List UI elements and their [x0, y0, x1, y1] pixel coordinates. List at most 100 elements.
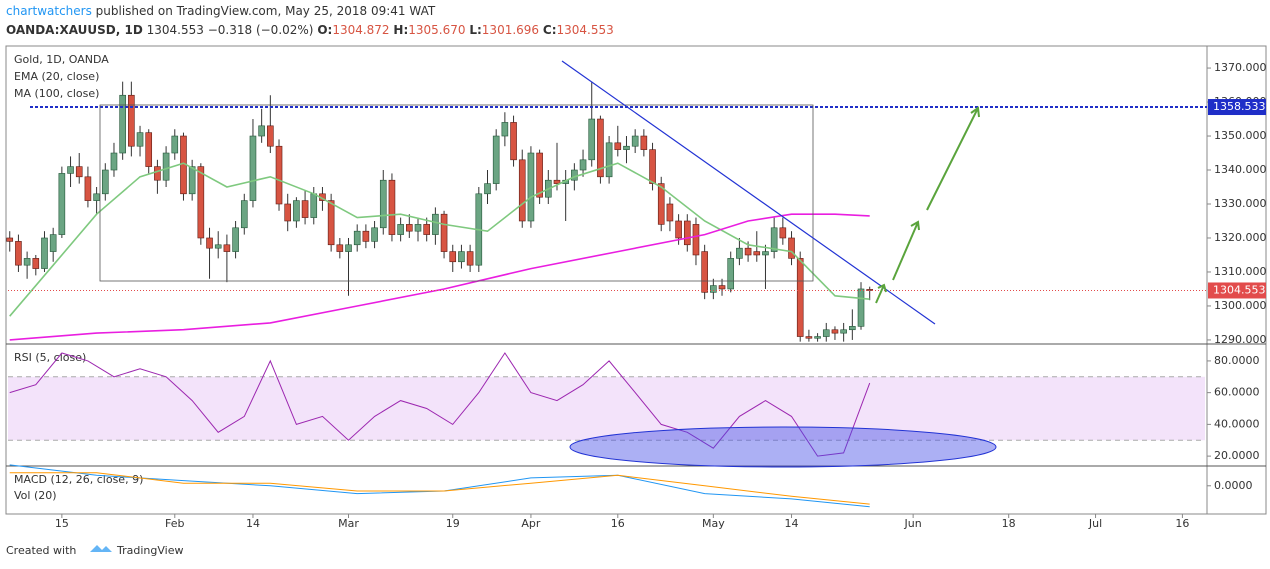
candle-body [692, 224, 700, 256]
c-label: C: [543, 23, 557, 37]
pane: 20.0000 40.0000 60.0000 80.0000 RSI (5, clos… [8, 351, 1260, 462]
candle-body [119, 94, 126, 154]
candle-body [805, 336, 813, 339]
pane: 0.0000 MACD (12, 26, close, 9) Vol (20) [9, 464, 1253, 508]
candle-body [414, 224, 422, 232]
candle-body [214, 244, 222, 249]
candle-body [206, 237, 213, 249]
candle-body [449, 251, 457, 263]
candle-body [840, 329, 847, 334]
legend-entry: EMA (20, close) [14, 70, 99, 83]
price: 1304.553 [147, 23, 204, 37]
y-tick-label: 1340.000 [1214, 163, 1267, 176]
brand-logo [90, 545, 112, 552]
panes: 1290.000 1300.000 1310.000 1320.000 1330.000… [6, 53, 1267, 508]
y-tick-label: 1320.000 [1214, 231, 1267, 244]
candle-body [162, 152, 170, 181]
quote-line: OANDA:XAUUSD, 1D 1304.553 −0.318 (−0.02%… [6, 23, 614, 37]
pane-title: RSI (5, close) [14, 351, 86, 364]
candle-body [822, 329, 830, 337]
author[interactable]: chartwatchers [6, 4, 92, 18]
candle-body [458, 251, 465, 263]
y-tick-label: 1330.000 [1214, 197, 1267, 210]
x-tick-label: May [702, 517, 725, 530]
y-tick-label: 60.0000 [1214, 386, 1260, 399]
published: published on TradingView.com, May 25, 20… [96, 4, 436, 18]
y-tick-label: 0.0000 [1214, 479, 1253, 492]
footer-brand[interactable]: TradingView [116, 544, 183, 557]
candle-body [736, 247, 743, 259]
candle-body [58, 173, 66, 235]
candle-body [345, 244, 352, 252]
candle-body [371, 227, 378, 242]
candle-body [101, 169, 109, 195]
candle-body [710, 285, 717, 293]
candle-body [649, 149, 656, 184]
candle-body [362, 230, 370, 242]
candle-body [762, 251, 769, 256]
candle-body [666, 203, 674, 222]
candle-body [145, 132, 153, 167]
candle-body [605, 142, 613, 178]
candle-body [223, 244, 231, 252]
candle-body [293, 200, 300, 222]
trend-line [561, 60, 936, 325]
x-tick-label: Feb [165, 517, 184, 530]
candle-body [466, 251, 474, 266]
candle-body [301, 200, 309, 218]
candle-body [93, 193, 100, 201]
candle-body [284, 203, 292, 222]
candle-body [788, 237, 795, 259]
candle-body [492, 135, 500, 184]
candle-body [770, 227, 778, 252]
candle-body [701, 251, 708, 293]
arrow-head [910, 220, 920, 231]
indicator-line [9, 162, 870, 317]
candle-body [188, 166, 196, 195]
candle-body [614, 142, 622, 150]
candle-body [683, 220, 691, 246]
x-tick-label: 14 [785, 517, 799, 530]
price-label: 1358.533 [1213, 100, 1266, 113]
candle-body [49, 234, 57, 252]
legend-entry: MA (100, close) [14, 87, 99, 100]
oversold-ellipse [569, 426, 997, 468]
candle-body [796, 258, 804, 337]
y-tick-label: 1310.000 [1214, 265, 1267, 278]
x-tick-label: Mar [338, 517, 359, 530]
candle-body [857, 288, 865, 327]
y-tick-label: 40.0000 [1214, 417, 1260, 430]
candle-body [440, 213, 448, 252]
candle-body [484, 183, 491, 195]
candle-body [15, 241, 22, 266]
candle-body [249, 135, 257, 201]
arrow-head [970, 106, 980, 118]
h-label: H: [393, 23, 408, 37]
symbol: OANDA:XAUUSD, 1D [6, 23, 143, 37]
pane-title: MACD (12, 26, close, 9) [14, 473, 143, 486]
candle-body [275, 145, 283, 205]
chart-frame [5, 45, 1267, 515]
x-tick-label: 16 [611, 517, 625, 530]
candle-body [675, 220, 682, 239]
candle-body [154, 166, 161, 181]
candle-body [310, 193, 318, 218]
candle-body [553, 179, 561, 184]
candle-body [536, 152, 543, 198]
candle-body [597, 118, 604, 178]
candle-body [379, 179, 387, 229]
o-label: O: [317, 23, 332, 37]
candle-body [267, 125, 274, 147]
o: 1304.872 [332, 23, 389, 37]
pane-subtitle: Vol (20) [14, 489, 57, 502]
candle-body [232, 227, 239, 252]
candle-body [423, 224, 430, 235]
x-tick-label: Apr [521, 517, 541, 530]
x-tick-label: 19 [446, 517, 460, 530]
pane: 1290.000 1300.000 1310.000 1320.000 1330.000… [6, 53, 1267, 346]
x-tick-label: 18 [1002, 517, 1016, 530]
candle-body [197, 166, 205, 239]
arrow [892, 221, 919, 281]
y-tick-label: 1300.000 [1214, 299, 1267, 312]
x-axis: 15 Feb 14 Mar 19 Apr 16 May 14 Jun 18 Jul 16 [55, 514, 1189, 530]
